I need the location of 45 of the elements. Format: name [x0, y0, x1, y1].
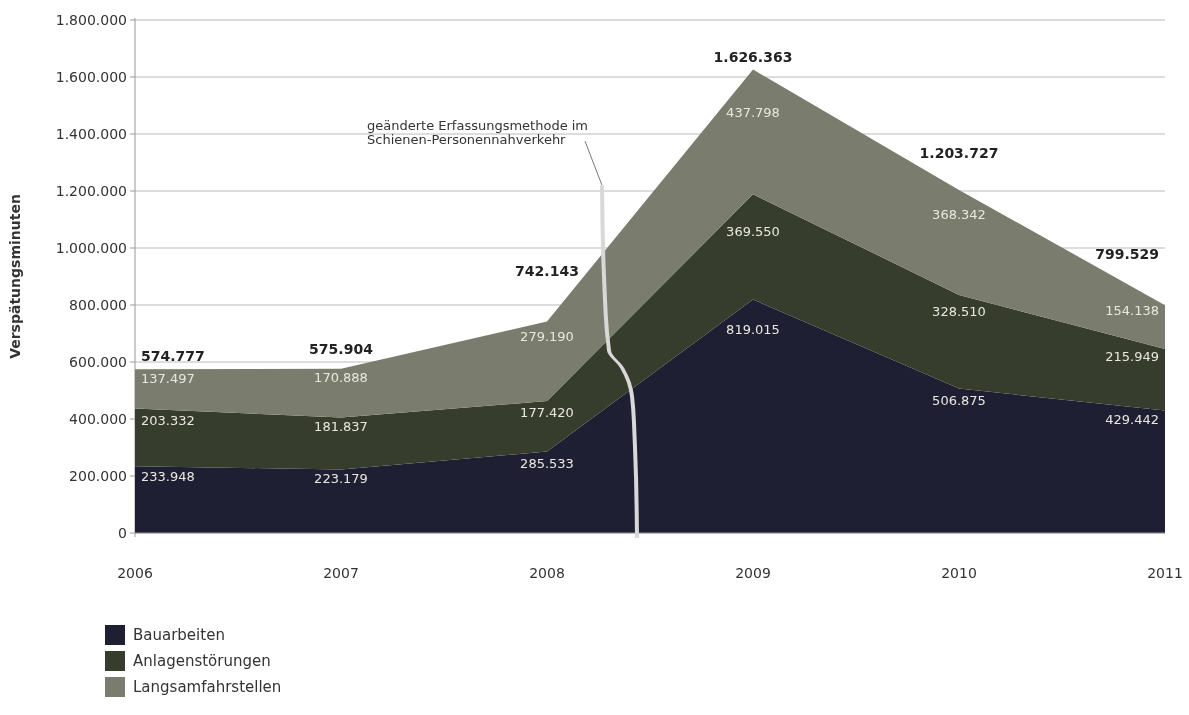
data-label: 203.332 [141, 412, 195, 428]
data-label: 506.875 [932, 393, 986, 409]
total-label: 574.777 [141, 348, 205, 365]
y-tick-label: 1.800.000 [55, 11, 127, 28]
y-tick-label: 1.200.000 [55, 182, 127, 199]
legend-label: Langsamfahrstellen [133, 678, 282, 697]
total-label: 799.529 [1095, 245, 1159, 262]
total-label: 575.904 [309, 340, 374, 357]
data-label: 177.420 [520, 404, 574, 420]
y-axis-title: Verspätungsminuten [7, 194, 23, 359]
data-label: 437.798 [726, 105, 780, 121]
data-label: 154.138 [1105, 303, 1159, 319]
x-tick-label: 2011 [1147, 565, 1183, 581]
annotation: geänderte Erfassungsmethode im Schienen-Personennahverkehr [367, 118, 589, 147]
data-label: 215.949 [1105, 349, 1159, 365]
data-label: 368.342 [932, 207, 986, 223]
total-label: 1.203.727 [919, 145, 999, 162]
y-tick-label: 800.000 [69, 296, 127, 313]
data-label: 223.179 [314, 470, 368, 486]
data-label: 170.888 [314, 370, 368, 386]
x-tick-label: 2008 [529, 565, 565, 581]
data-label: 279.190 [520, 329, 574, 345]
data-label: 369.550 [726, 223, 780, 239]
x-tick-label: 2006 [117, 565, 153, 581]
y-tick-label: 600.000 [69, 353, 127, 370]
data-label: 285.533 [520, 455, 574, 471]
y-tick-label: 1.000.000 [55, 239, 127, 256]
legend-label: Bauarbeiten [133, 626, 225, 645]
data-label: 181.837 [314, 419, 368, 435]
x-tick-label: 2010 [941, 565, 977, 581]
data-label: 137.497 [141, 370, 195, 386]
total-label: 742.143 [515, 263, 579, 280]
total-label: 1.626.363 [713, 49, 793, 66]
y-tick-label: 0 [118, 524, 127, 541]
x-tick-label: 2007 [323, 565, 359, 581]
data-label: 328.510 [932, 303, 986, 319]
y-tick-label: 200.000 [69, 467, 127, 484]
legend-label: Anlagenstörungen [133, 652, 271, 671]
y-tick-label: 1.400.000 [55, 125, 127, 142]
x-tick-label: 2009 [735, 565, 771, 581]
data-label: 819.015 [726, 321, 780, 337]
data-label: 429.442 [1105, 411, 1159, 427]
y-tick-label: 400.000 [69, 410, 127, 427]
y-tick-label: 1.600.000 [55, 68, 127, 85]
data-label: 233.948 [141, 468, 195, 484]
